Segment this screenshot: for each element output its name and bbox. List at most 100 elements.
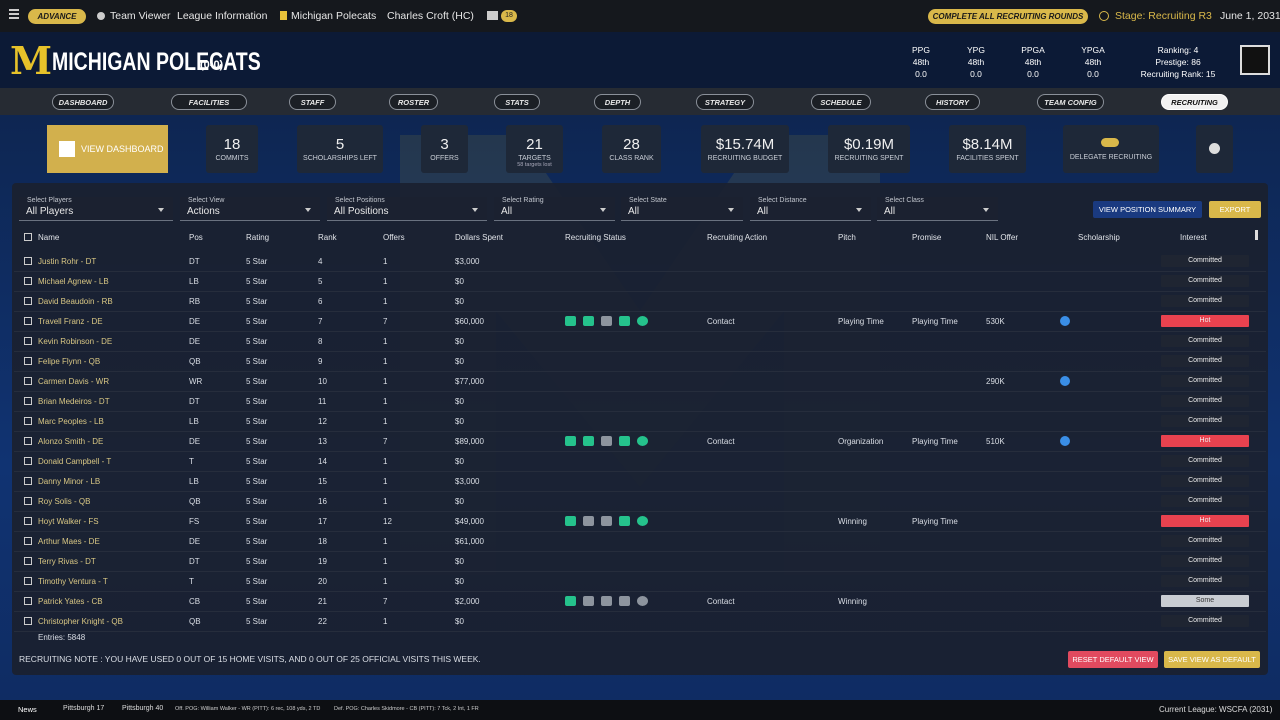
status-icon[interactable] <box>583 596 594 606</box>
nav-tab[interactable]: ROSTER <box>389 94 438 110</box>
column-header[interactable]: Rating <box>246 233 270 242</box>
filter-select[interactable]: Select Class All <box>877 197 998 221</box>
export-button[interactable]: EXPORT <box>1209 201 1261 218</box>
column-header[interactable]: Offers <box>383 233 405 242</box>
column-header[interactable]: Recruiting Action <box>707 233 768 242</box>
checkbox[interactable] <box>24 597 32 605</box>
status-icon[interactable] <box>619 516 630 526</box>
checkbox[interactable] <box>24 617 32 625</box>
player-name[interactable]: David Beaudoin - RB <box>38 297 113 306</box>
status-icon[interactable] <box>601 516 612 526</box>
team-viewer[interactable]: Team Viewer <box>110 10 171 22</box>
position-summary-button[interactable]: VIEW POSITION SUMMARY <box>1093 201 1202 218</box>
checkbox[interactable] <box>24 277 32 285</box>
save-button[interactable]: SAVE VIEW AS DEFAULT <box>1164 651 1260 668</box>
checkbox[interactable] <box>24 233 32 241</box>
status-icon[interactable] <box>637 436 648 446</box>
checkbox[interactable] <box>24 397 32 405</box>
status-icon[interactable] <box>583 436 594 446</box>
player-name[interactable]: Brian Medeiros - DT <box>38 397 110 406</box>
player-name[interactable]: Marc Peoples - LB <box>38 417 104 426</box>
nav-tab[interactable]: STAFF <box>289 94 336 110</box>
checkbox[interactable] <box>24 357 32 365</box>
column-header[interactable]: Scholarship <box>1078 233 1120 242</box>
nav-tab[interactable]: DEPTH <box>594 94 641 110</box>
player-name[interactable]: Justin Rohr - DT <box>38 257 97 266</box>
player-name[interactable]: Felipe Flynn - QB <box>38 357 101 366</box>
coach-menu[interactable]: Charles Croft (HC) <box>387 10 474 22</box>
status-icon[interactable] <box>619 596 630 606</box>
player-name[interactable]: Terry Rivas - DT <box>38 557 96 566</box>
player-name[interactable]: Hoyt Walker - FS <box>38 517 99 526</box>
status-icon[interactable] <box>601 436 612 446</box>
status-icon[interactable] <box>601 596 612 606</box>
filter-select[interactable]: Select Distance All <box>750 197 871 221</box>
status-icon[interactable] <box>565 436 576 446</box>
nav-tab[interactable]: STRATEGY <box>696 94 754 110</box>
player-name[interactable]: Roy Solis - QB <box>38 497 91 506</box>
nav-tab[interactable]: FACILITIES <box>171 94 247 110</box>
nav-tab[interactable]: TEAM CONFIG <box>1037 94 1104 110</box>
column-header[interactable]: Dollars Spent <box>455 233 504 242</box>
status-icon[interactable] <box>637 316 648 326</box>
nav-tab[interactable]: SCHEDULE <box>811 94 871 110</box>
nav-tab[interactable]: DASHBOARD <box>52 94 114 110</box>
status-icon[interactable] <box>619 316 630 326</box>
column-header[interactable]: NIL Offer <box>986 233 1019 242</box>
player-name[interactable]: Travell Franz - DE <box>38 317 103 326</box>
filter-select[interactable]: Select State All <box>621 197 743 221</box>
checkbox[interactable] <box>24 537 32 545</box>
checkbox[interactable] <box>24 417 32 425</box>
nav-tab[interactable]: STATS <box>494 94 540 110</box>
checkbox[interactable] <box>24 577 32 585</box>
filter-select[interactable]: Select Rating All <box>494 197 615 221</box>
checkbox[interactable] <box>24 557 32 565</box>
player-name[interactable]: Michael Agnew - LB <box>38 277 109 286</box>
nav-tab[interactable]: HISTORY <box>925 94 980 110</box>
player-name[interactable]: Arthur Maes - DE <box>38 537 100 546</box>
column-header[interactable]: Pos <box>189 233 203 242</box>
team-menu[interactable]: Michigan Polecats <box>291 10 377 22</box>
player-name[interactable]: Carmen Davis - WR <box>38 377 110 386</box>
nav-tab[interactable]: RECRUITING <box>1161 94 1228 110</box>
checkbox[interactable] <box>24 257 32 265</box>
column-header[interactable]: Recruiting Status <box>565 233 626 242</box>
status-icon[interactable] <box>583 516 594 526</box>
status-icon[interactable] <box>637 596 648 606</box>
checkbox[interactable] <box>24 437 32 445</box>
filter-select[interactable]: Select View Actions <box>180 197 320 221</box>
column-header[interactable]: Promise <box>912 233 942 242</box>
column-header[interactable]: Pitch <box>838 233 856 242</box>
checkbox[interactable] <box>24 377 32 385</box>
status-icon[interactable] <box>637 516 648 526</box>
checkbox[interactable] <box>24 477 32 485</box>
filter-select[interactable]: Select Positions All Positions <box>327 197 487 221</box>
column-header[interactable]: Rank <box>318 233 337 242</box>
player-name[interactable]: Christopher Knight - QB <box>38 617 123 626</box>
toggle[interactable] <box>1101 138 1119 147</box>
league-info[interactable]: League Information <box>177 10 268 22</box>
column-header[interactable]: Name <box>38 233 60 242</box>
status-icon[interactable] <box>601 316 612 326</box>
complete-button[interactable]: COMPLETE ALL RECRUITING ROUNDS <box>928 9 1088 24</box>
filter-select[interactable]: Select Players All Players <box>19 197 173 221</box>
checkbox[interactable] <box>24 337 32 345</box>
help-card[interactable] <box>1196 125 1233 173</box>
advance-button[interactable]: ADVANCE <box>28 9 86 24</box>
player-name[interactable]: Kevin Robinson - DE <box>38 337 113 346</box>
checkbox[interactable] <box>24 297 32 305</box>
player-name[interactable]: Danny Minor - LB <box>38 477 101 486</box>
status-icon[interactable] <box>583 316 594 326</box>
player-name[interactable]: Alonzo Smith - DE <box>38 437 104 446</box>
player-name[interactable]: Patrick Yates - CB <box>38 597 103 606</box>
player-name[interactable]: Donald Campbell - T <box>38 457 112 466</box>
column-header[interactable]: Interest <box>1180 233 1207 242</box>
status-icon[interactable] <box>565 516 576 526</box>
checkbox[interactable] <box>24 317 32 325</box>
player-name[interactable]: Timothy Ventura - T <box>38 577 108 586</box>
status-icon[interactable] <box>619 436 630 446</box>
checkbox[interactable] <box>24 457 32 465</box>
checkbox[interactable] <box>24 517 32 525</box>
status-icon[interactable] <box>565 316 576 326</box>
status-icon[interactable] <box>565 596 576 606</box>
